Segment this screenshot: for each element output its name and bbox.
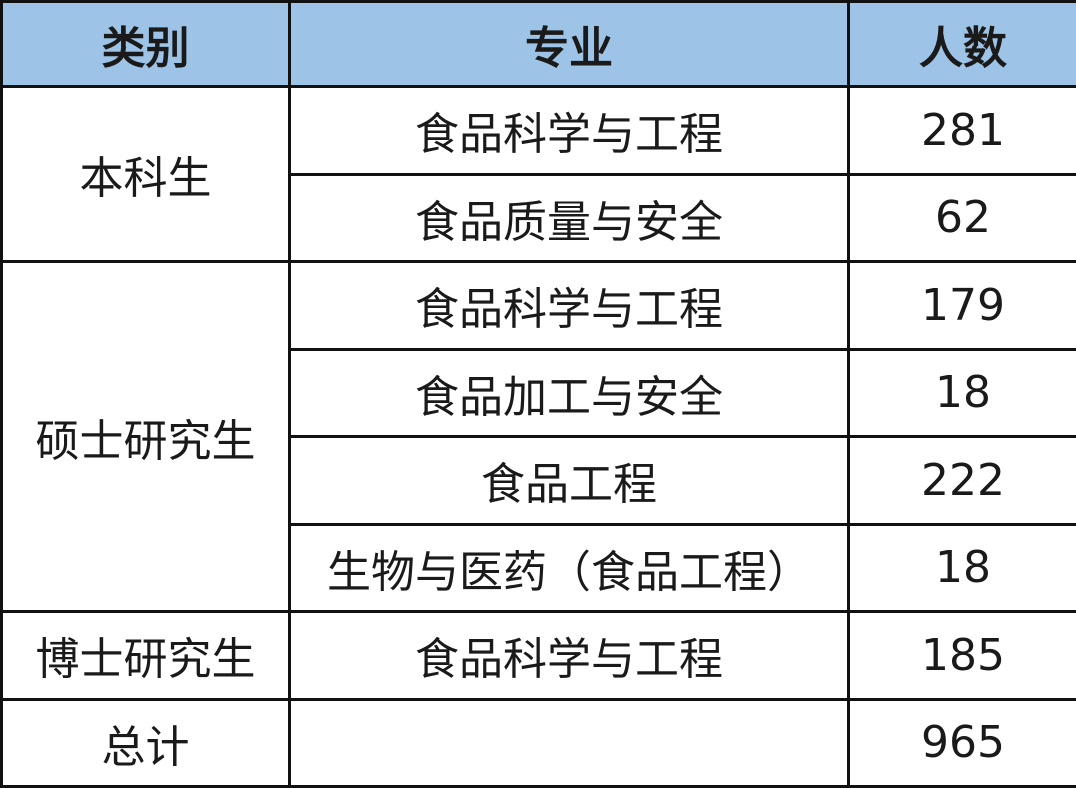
- category-cell: 博士研究生: [0, 610, 291, 701]
- major-cell: 食品工程: [288, 435, 850, 526]
- category-cell: 本科生: [0, 85, 291, 263]
- major-cell: 生物与医药（食品工程）: [288, 522, 850, 613]
- table-row: 生物与医药（食品工程） 18: [2, 522, 1076, 613]
- major-cell: 食品科学与工程: [288, 260, 850, 351]
- count-cell: 18: [847, 347, 1076, 438]
- total-row: 总计 965: [0, 697, 1076, 788]
- count-cell: 185: [847, 610, 1076, 701]
- major-cell: 食品加工与安全: [288, 347, 850, 438]
- table-row: 本科生 食品科学与工程 281: [0, 85, 1076, 263]
- table-row: 食品质量与安全 62: [2, 172, 1076, 263]
- table-row: 硕士研究生 食品科学与工程 179: [0, 260, 1076, 613]
- total-count: 965: [847, 697, 1076, 788]
- major-cell: 食品质量与安全: [288, 172, 850, 263]
- header-major: 专业: [288, 0, 850, 88]
- header-category: 类别: [0, 0, 291, 88]
- total-label: 总计: [0, 697, 291, 788]
- count-cell: 62: [847, 172, 1076, 263]
- count-cell: 179: [847, 260, 1076, 351]
- major-cell: 食品科学与工程: [288, 610, 850, 701]
- header-row: 类别 专业 人数: [0, 0, 1076, 88]
- category-cell: 硕士研究生: [0, 260, 291, 613]
- table-row: 博士研究生 食品科学与工程 185: [0, 610, 1076, 701]
- header-count: 人数: [847, 0, 1076, 88]
- major-cell: 食品科学与工程: [288, 85, 850, 176]
- total-major: [288, 697, 850, 788]
- table-row: 食品工程 222: [2, 435, 1076, 526]
- count-cell: 18: [847, 522, 1076, 613]
- table-row: 食品加工与安全 18: [2, 347, 1076, 438]
- count-cell: 281: [847, 85, 1076, 176]
- count-cell: 222: [847, 435, 1076, 526]
